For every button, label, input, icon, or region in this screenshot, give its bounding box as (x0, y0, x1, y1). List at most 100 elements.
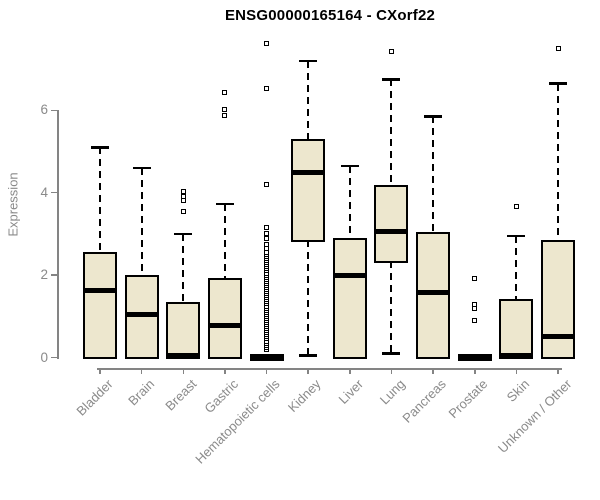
x-axis-tick (140, 368, 143, 374)
x-axis-category-label-hematopoietic-cells: Hematopoietic cells (192, 376, 283, 467)
boxplot-liver-box (332, 238, 367, 360)
boxplot-prostate-collapsed-box (457, 354, 492, 361)
x-axis-tick (99, 368, 101, 374)
boxplot-gastric-outlier-point (222, 112, 228, 118)
x-axis-line (97, 368, 562, 370)
x-axis-category-label-pancreas: Pancreas (399, 376, 450, 426)
y-axis-tick (51, 109, 57, 112)
boxplot-unknown-other-whisker-upper (557, 83, 560, 243)
x-axis-tick (182, 368, 185, 374)
boxplot-kidney-whisker-upper (307, 60, 310, 142)
x-axis-tick (390, 368, 393, 374)
x-axis-tick (515, 368, 518, 374)
boxplot-skin-whisker-cap-top (507, 234, 526, 238)
y-axis-tick-label: 4 (40, 184, 48, 200)
x-axis-tick (349, 368, 351, 374)
boxplot-hematopoietic-cells-outlier-point (264, 41, 270, 47)
x-axis-category-label-lung: Lung (376, 376, 408, 408)
boxplot-gastric-median-line (207, 322, 242, 328)
boxplot-gastric-whisker-upper (223, 204, 226, 281)
boxplot-hematopoietic-cells-collapsed-box (249, 354, 284, 361)
boxplot-liver-whisker-upper (348, 165, 351, 241)
boxplot-hematopoietic-cells-outlier-point (264, 86, 270, 92)
boxplot-breast-outlier-point (180, 189, 186, 195)
y-axis-line (57, 110, 59, 359)
x-axis-category-label-brain: Brain (125, 376, 158, 409)
y-axis-tick-label: 2 (40, 267, 48, 283)
boxplot-lung-outlier-point (388, 49, 394, 55)
x-axis-category-label-gastric: Gastric (201, 376, 241, 417)
x-axis-tick (224, 368, 226, 374)
boxplot-pancreas-box (416, 231, 451, 360)
boxplot-gastric-outlier-point (222, 90, 228, 96)
x-axis-category-label-prostate: Prostate (445, 376, 491, 422)
boxplot-lung-whisker-upper (390, 79, 393, 187)
boxplot-unknown-other-whisker-cap-top (549, 82, 568, 85)
boxplot-bladder-whisker-cap-top (91, 146, 109, 149)
x-axis-tick (557, 368, 559, 374)
boxplot-bladder-whisker-upper (99, 147, 101, 254)
boxplot-kidney-box (291, 139, 326, 243)
boxplot-lung-whisker-lower (390, 260, 393, 354)
boxplot-prostate-outlier-point (472, 275, 478, 281)
boxplot-pancreas-median-line (416, 289, 451, 295)
boxplot-breast-whisker-upper (182, 233, 185, 304)
boxplot-liver-whisker-cap-top (340, 164, 359, 168)
boxplot-brain-whisker-upper (140, 167, 143, 278)
boxplot-breast-whisker-cap-top (174, 232, 193, 236)
boxplot-lung-whisker-cap-top (382, 78, 401, 81)
boxplot-breast-median-line (166, 352, 201, 358)
boxplot-prostate-outlier-point (472, 317, 478, 323)
boxplot-skin-outlier-point (513, 203, 519, 209)
x-axis-category-label-unknown-other: Unknown / Other (494, 376, 574, 456)
boxplot-gastric-box (207, 278, 242, 360)
boxplot-unknown-other-outlier-point (555, 46, 561, 51)
boxplot-brain-median-line (124, 311, 159, 317)
boxplot-bladder-median-line (83, 288, 117, 294)
boxplot-unknown-other-median-line (541, 334, 576, 340)
boxplot-kidney-median-line (291, 169, 326, 175)
x-axis-tick (307, 368, 309, 374)
boxplot-breast-outlier-point (180, 208, 186, 214)
chart-title: ENSG00000165164 - CXorf22 (224, 7, 436, 24)
boxplot-hematopoietic-cells-outlier-point (264, 181, 270, 187)
boxplot-bladder-box (83, 251, 117, 360)
x-axis-tick (474, 368, 476, 374)
boxplot-skin-median-line (499, 352, 534, 358)
y-axis-label: Expression (5, 172, 21, 237)
boxplot-brain-whisker-cap-top (132, 166, 151, 170)
y-axis-tick (51, 274, 57, 276)
boxplot-skin-box (499, 298, 534, 360)
boxplot-prostate-outlier-point (472, 302, 478, 308)
y-axis-tick-label: 0 (40, 349, 48, 365)
boxplot-breast-box (166, 301, 201, 360)
y-axis-tick (51, 356, 57, 359)
boxplot-hematopoietic-cells-outlier-point (264, 230, 270, 236)
boxplot-kidney-whisker-lower (307, 240, 310, 356)
boxplot-brain-box (124, 275, 159, 360)
boxplot-breast-outlier-point (180, 194, 186, 200)
x-axis-category-label-liver: Liver (335, 376, 366, 407)
boxplot-hematopoietic-cells-outlier-point (264, 241, 270, 247)
boxplot-kidney-whisker-cap-bottom (299, 354, 318, 357)
boxplot-pancreas-whisker-upper (432, 116, 435, 234)
boxplot-lung-whisker-cap-bottom (382, 352, 401, 355)
boxplot-skin-whisker-upper (515, 235, 518, 301)
x-axis-category-label-skin: Skin (503, 376, 533, 405)
boxplot-unknown-other-box (541, 240, 576, 360)
x-axis-category-label-kidney: Kidney (285, 376, 325, 416)
boxplot-lung-box (374, 184, 409, 263)
x-axis-category-label-bladder: Bladder (73, 376, 116, 419)
x-axis-tick (265, 368, 268, 374)
boxplot-gastric-whisker-cap-top (215, 202, 234, 206)
boxplot-hematopoietic-cells-outlier-point (264, 225, 270, 231)
boxplot-kidney-whisker-cap-top (299, 59, 318, 63)
boxplot-lung-median-line (374, 229, 409, 235)
boxplot-liver-median-line (332, 272, 367, 278)
y-axis-tick-label: 6 (40, 102, 48, 118)
boxplot-hematopoietic-cells-outlier-point (264, 235, 270, 241)
boxplot-gastric-outlier-point (222, 106, 228, 112)
boxplot-pancreas-whisker-cap-top (424, 115, 443, 118)
x-axis-tick (432, 368, 434, 374)
